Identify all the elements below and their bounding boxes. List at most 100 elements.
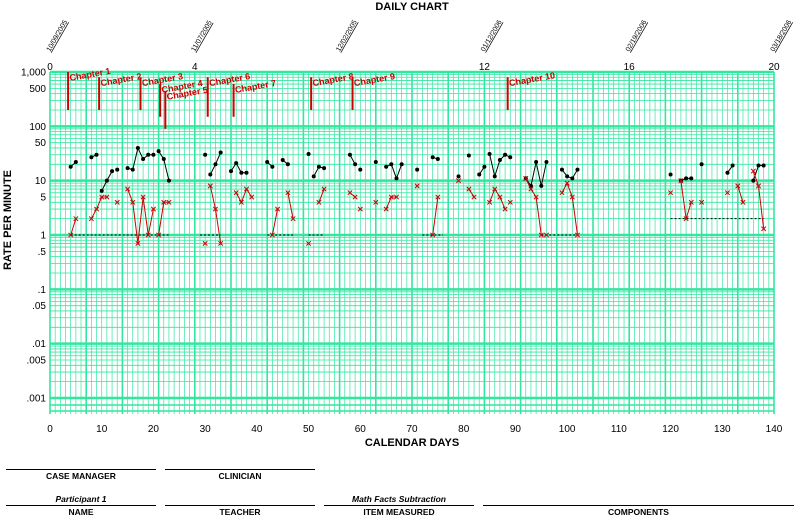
data-point-correct bbox=[218, 150, 223, 155]
data-point-correct bbox=[68, 164, 73, 169]
data-point-error bbox=[93, 206, 100, 212]
data-point-error bbox=[218, 240, 224, 246]
data-point-error bbox=[202, 240, 208, 246]
data-point-correct bbox=[347, 152, 352, 157]
date-label: 03/18/2006 bbox=[770, 19, 794, 53]
data-point-error bbox=[502, 206, 508, 212]
data-point-correct bbox=[358, 167, 363, 172]
data-point-error bbox=[321, 186, 327, 192]
data-point-correct bbox=[130, 167, 135, 172]
y-tick-label: .1 bbox=[38, 285, 47, 296]
data-point-error bbox=[135, 240, 141, 246]
data-point-error bbox=[99, 194, 105, 200]
item-measured-label: ITEM MEASURED bbox=[363, 507, 435, 517]
week-label: 0 bbox=[47, 62, 53, 73]
y-tick-label: .001 bbox=[27, 394, 47, 405]
data-point-error bbox=[564, 180, 570, 186]
data-point-error bbox=[761, 226, 767, 232]
date-labels: 10/09/2005 11/07/2005 12/02/2005 01/12/2006… bbox=[46, 19, 794, 53]
week-label: 16 bbox=[624, 62, 636, 73]
data-point-error bbox=[383, 206, 389, 212]
data-point-correct bbox=[166, 178, 171, 183]
data-point-correct bbox=[482, 164, 487, 169]
data-point-correct bbox=[244, 170, 249, 175]
data-point-correct bbox=[89, 155, 94, 160]
data-point-error bbox=[559, 190, 565, 196]
participant-name: Participant 1 bbox=[55, 494, 107, 504]
y-tick-label: 1,000 bbox=[21, 68, 46, 79]
data-point-correct bbox=[203, 152, 208, 157]
x-tick-label: 120 bbox=[662, 424, 679, 435]
data-point-correct bbox=[389, 162, 394, 167]
y-tick-label: 50 bbox=[35, 138, 47, 149]
data-point-correct bbox=[384, 164, 389, 169]
data-point-correct bbox=[213, 162, 218, 167]
y-tick-label: .5 bbox=[38, 247, 47, 258]
data-point-error bbox=[207, 183, 213, 189]
data-point-error bbox=[73, 216, 79, 222]
x-tick-label: 130 bbox=[714, 424, 731, 435]
grid bbox=[49, 70, 775, 414]
data-point-correct bbox=[353, 162, 358, 167]
data-point-correct bbox=[104, 178, 109, 183]
data-point-error bbox=[435, 194, 441, 200]
data-point-correct bbox=[466, 153, 471, 158]
data-point-error bbox=[130, 199, 136, 205]
data-point-error bbox=[238, 199, 244, 205]
series-line bbox=[525, 178, 542, 236]
data-point-correct bbox=[311, 174, 316, 179]
data-point-error bbox=[145, 232, 151, 238]
data-series bbox=[68, 145, 767, 246]
data-point-error bbox=[755, 183, 762, 189]
date-label: 01/12/2006 bbox=[480, 19, 504, 53]
item-measured-value: Math Facts Subtraction bbox=[352, 494, 446, 504]
data-point-correct bbox=[399, 162, 404, 167]
series-errors bbox=[68, 168, 767, 246]
data-point-correct bbox=[394, 176, 399, 181]
data-point-correct bbox=[725, 170, 730, 175]
x-tick-label: 110 bbox=[611, 424, 627, 435]
series-line bbox=[287, 192, 294, 219]
data-point-correct bbox=[115, 167, 120, 172]
date-label: 11/07/2005 bbox=[190, 20, 213, 53]
data-point-error bbox=[414, 183, 420, 189]
y-axis-label: RATE PER MINUTE bbox=[2, 170, 14, 270]
data-point-error bbox=[373, 199, 379, 205]
x-tick-label: 90 bbox=[510, 424, 522, 435]
data-point-correct bbox=[559, 167, 564, 172]
data-point-error bbox=[357, 206, 363, 212]
y-tick-label: 10 bbox=[35, 176, 47, 187]
data-point-correct bbox=[110, 169, 115, 174]
data-point-error bbox=[533, 194, 539, 200]
x-tick-label: 10 bbox=[96, 424, 108, 435]
data-point-error bbox=[735, 183, 741, 189]
data-point-correct bbox=[684, 176, 689, 181]
data-point-error bbox=[306, 240, 312, 246]
data-point-error bbox=[569, 194, 575, 200]
date-label: 12/02/2005 bbox=[335, 19, 359, 53]
week-label: 20 bbox=[768, 62, 780, 73]
data-point-error bbox=[88, 216, 94, 222]
components-line bbox=[483, 505, 794, 506]
data-point-correct bbox=[539, 183, 544, 188]
series-line bbox=[432, 196, 439, 236]
week-label: 12 bbox=[479, 62, 491, 73]
data-point-error bbox=[156, 232, 162, 238]
data-point-correct bbox=[730, 163, 735, 168]
data-point-error bbox=[269, 232, 275, 238]
data-point-correct bbox=[435, 157, 440, 162]
data-point-error bbox=[492, 186, 498, 192]
data-point-error bbox=[683, 216, 689, 222]
data-point-error bbox=[543, 232, 550, 238]
data-point-error bbox=[243, 186, 250, 192]
y-tick-label: .01 bbox=[32, 339, 46, 350]
series-line bbox=[737, 185, 744, 203]
data-point-correct bbox=[151, 152, 156, 157]
data-point-correct bbox=[503, 152, 508, 157]
name-line bbox=[6, 505, 156, 506]
data-point-error bbox=[388, 194, 394, 200]
data-point-error bbox=[233, 190, 239, 196]
data-point-correct bbox=[751, 178, 756, 183]
series-line bbox=[561, 169, 578, 180]
teacher-label: TEACHER bbox=[219, 507, 261, 517]
